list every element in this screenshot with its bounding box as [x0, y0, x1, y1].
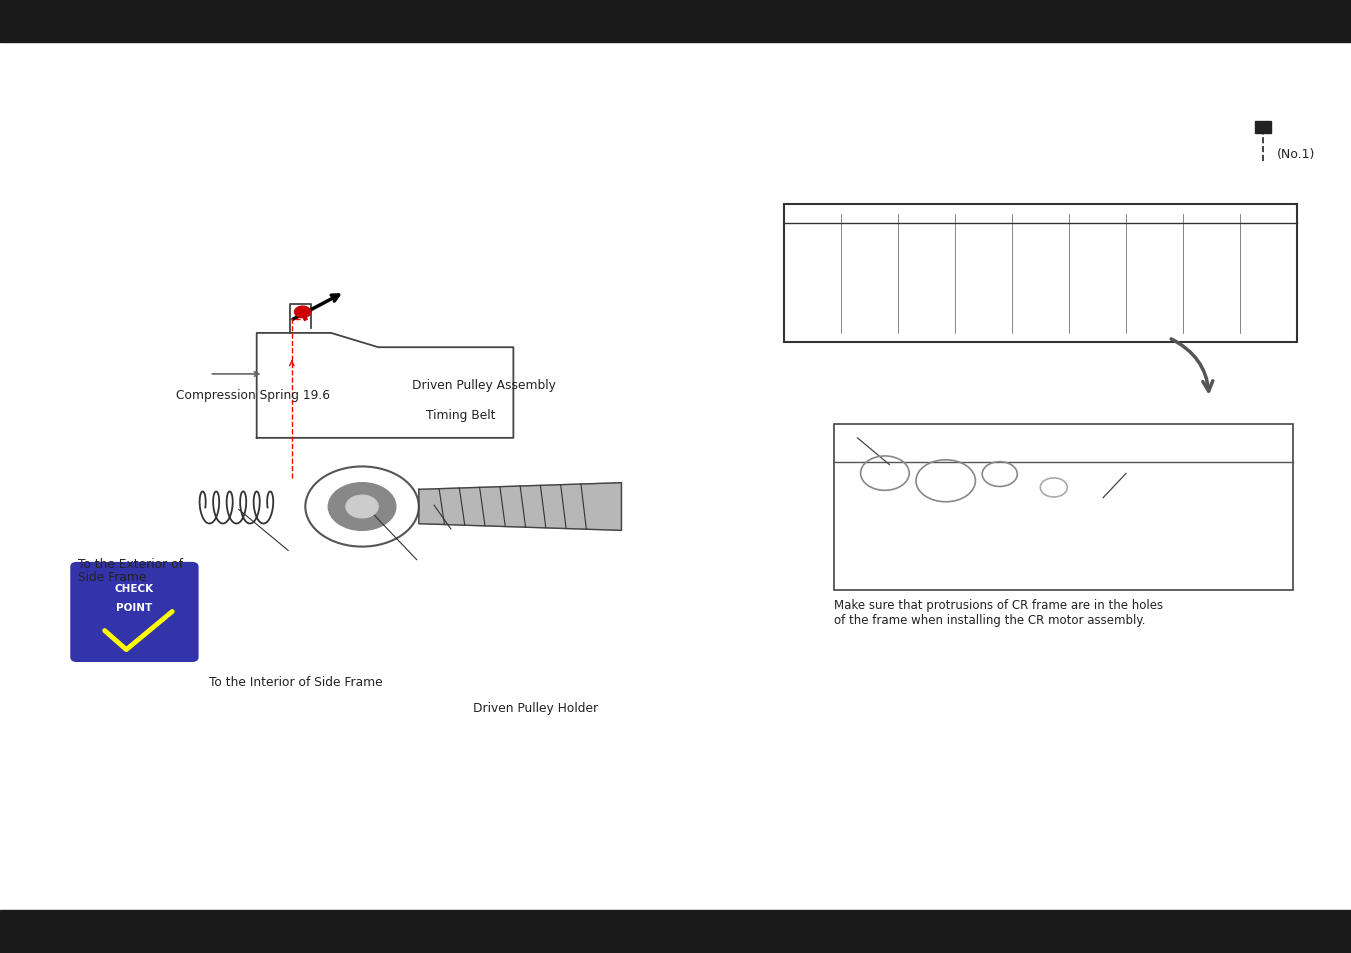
Text: To the Interior of Side Frame: To the Interior of Side Frame — [209, 675, 384, 688]
Text: (No.1): (No.1) — [1277, 148, 1315, 161]
Text: Make sure that protrusions of CR frame are in the holes: Make sure that protrusions of CR frame a… — [834, 598, 1163, 612]
Text: of the frame when installing the CR motor assembly.: of the frame when installing the CR moto… — [834, 613, 1146, 626]
Text: Driven Pulley Holder: Driven Pulley Holder — [473, 701, 598, 715]
Bar — [784, 205, 1297, 343]
Bar — [0, 0, 1351, 43]
Bar — [1255, 122, 1271, 133]
Text: Timing Belt: Timing Belt — [426, 409, 494, 422]
Text: To the Exterior of: To the Exterior of — [78, 558, 184, 571]
Text: Driven Pulley Assembly: Driven Pulley Assembly — [412, 378, 555, 392]
Polygon shape — [419, 483, 621, 531]
Bar — [834, 424, 1293, 591]
Text: Compression Spring 19.6: Compression Spring 19.6 — [176, 389, 330, 402]
Circle shape — [346, 496, 378, 518]
Text: Side Frame: Side Frame — [78, 570, 147, 583]
Circle shape — [295, 307, 311, 318]
Text: POINT: POINT — [116, 602, 153, 612]
Bar — [0, 910, 1351, 953]
Text: CHECK: CHECK — [115, 583, 154, 593]
Circle shape — [328, 483, 396, 531]
FancyBboxPatch shape — [70, 562, 199, 662]
